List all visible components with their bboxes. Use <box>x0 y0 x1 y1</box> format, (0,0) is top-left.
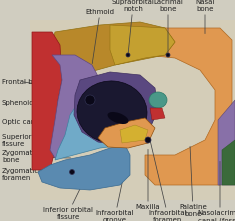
Text: Inferior orbital
fissure: Inferior orbital fissure <box>43 159 94 220</box>
Text: Zygomaticofacial
foramen: Zygomaticofacial foramen <box>2 168 70 181</box>
Text: Maxilla: Maxilla <box>136 149 160 210</box>
Polygon shape <box>150 108 165 120</box>
Ellipse shape <box>145 137 151 143</box>
Ellipse shape <box>149 92 167 108</box>
Text: Palatine
bone: Palatine bone <box>179 146 207 217</box>
Text: Lacrimal
bone: Lacrimal bone <box>153 0 183 54</box>
Polygon shape <box>218 100 235 185</box>
Ellipse shape <box>108 112 129 124</box>
Text: Superior orbital
fissure: Superior orbital fissure <box>2 120 99 147</box>
Text: Sphenoid: Sphenoid <box>2 100 57 106</box>
Polygon shape <box>30 20 235 200</box>
Polygon shape <box>98 118 155 148</box>
Text: Infraorbital
foramen: Infraorbital foramen <box>149 141 187 221</box>
Polygon shape <box>110 25 175 65</box>
Ellipse shape <box>126 53 130 57</box>
Polygon shape <box>38 145 130 190</box>
Text: Frontal bone: Frontal bone <box>2 79 46 85</box>
Text: Infraorbital
groove: Infraorbital groove <box>96 156 134 221</box>
Polygon shape <box>145 28 232 185</box>
Ellipse shape <box>77 81 147 143</box>
Text: Zygomatic
bone: Zygomatic bone <box>2 151 70 164</box>
Polygon shape <box>50 55 100 158</box>
Text: Nasal
bone: Nasal bone <box>195 0 215 34</box>
Ellipse shape <box>85 95 95 105</box>
Polygon shape <box>50 22 175 90</box>
Text: Nasolacrimal
canal (fossa): Nasolacrimal canal (fossa) <box>197 161 235 221</box>
Text: Ethmoid: Ethmoid <box>86 9 114 64</box>
Ellipse shape <box>70 170 74 175</box>
Text: Supraorbital
notch: Supraorbital notch <box>112 0 154 54</box>
Polygon shape <box>222 140 235 185</box>
Polygon shape <box>120 125 148 143</box>
Ellipse shape <box>166 53 170 57</box>
Polygon shape <box>32 32 62 170</box>
Text: Optic canal: Optic canal <box>2 99 84 125</box>
Polygon shape <box>55 85 155 160</box>
Polygon shape <box>74 72 158 145</box>
